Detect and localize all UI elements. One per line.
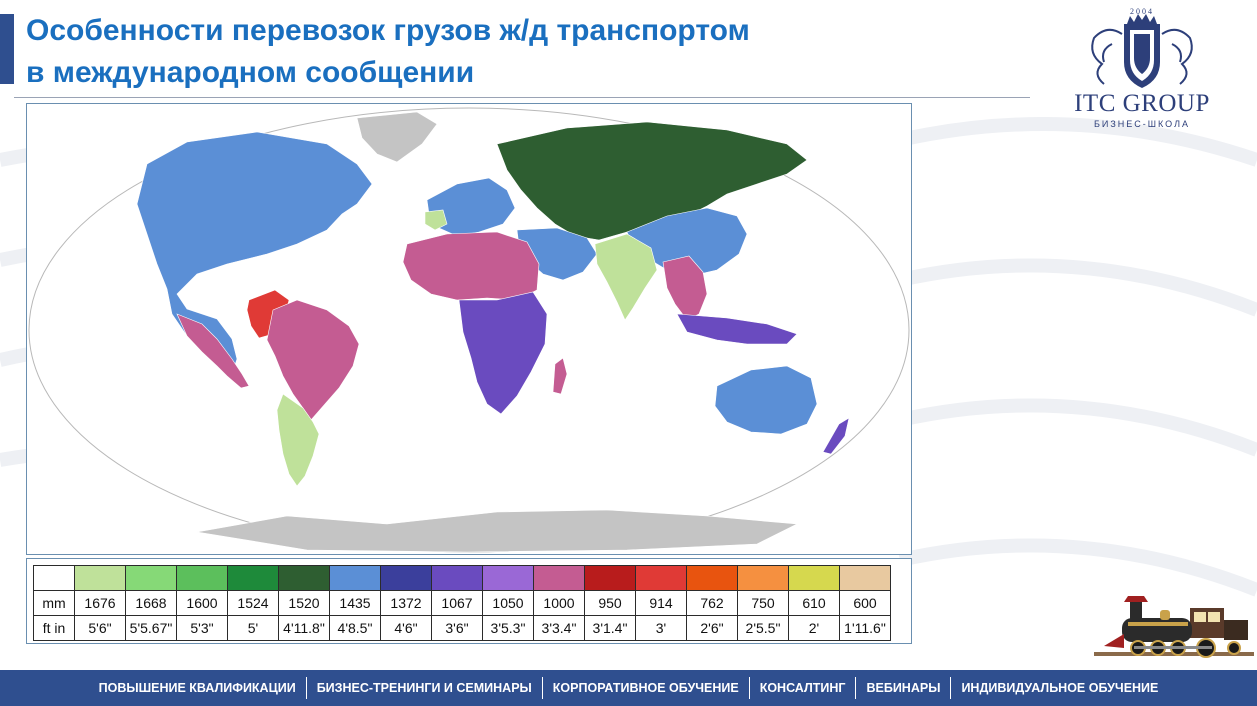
- footer-link[interactable]: БИЗНЕС-ТРЕНИНГИ И СЕМИНАРЫ: [316, 681, 532, 695]
- gauge-mm-value: 750: [737, 590, 789, 616]
- gauge-mm-value: 1067: [431, 590, 483, 616]
- gauge-ft-value: 5'3": [176, 615, 228, 641]
- region-southern-cone: [276, 393, 320, 487]
- gauge-mm-value: 914: [635, 590, 687, 616]
- legend-mm-label: mm: [33, 590, 75, 616]
- region-india: [594, 233, 658, 321]
- gauge-mm-value: 762: [686, 590, 738, 616]
- gauge-ft-value: 2'6": [686, 615, 738, 641]
- gauge-swatch: [482, 565, 534, 591]
- gauge-mm-value: 1668: [125, 590, 177, 616]
- gauge-ft-value: 4'11.8": [278, 615, 330, 641]
- footer-separator: [748, 677, 750, 699]
- gauge-swatch: [227, 565, 279, 591]
- footer-link[interactable]: КОНСАЛТИНГ: [759, 681, 846, 695]
- gauge-mm-value: 1372: [380, 590, 432, 616]
- footer-link[interactable]: КОРПОРАТИВНОЕ ОБУЧЕНИЕ: [552, 681, 739, 695]
- logo-subtitle: БИЗНЕС-ШКОЛА: [1093, 119, 1190, 129]
- gauge-swatch: [788, 565, 840, 591]
- region-southeast-asia: [662, 255, 708, 321]
- region-indonesia: [676, 313, 798, 345]
- gauge-mm-value: 1520: [278, 590, 330, 616]
- gauge-mm-value: 600: [839, 590, 891, 616]
- gauge-ft-value: 5'6": [74, 615, 126, 641]
- title-line-2: в международном сообщении: [26, 56, 475, 89]
- region-new-zealand: [822, 417, 850, 455]
- gauge-mm-value: 950: [584, 590, 636, 616]
- logo-brand: ITC GROUP: [1074, 90, 1210, 117]
- gauge-ft-value: 3'5.3": [482, 615, 534, 641]
- footer-separator: [541, 677, 543, 699]
- gauge-ft-value: 3'3.4": [533, 615, 585, 641]
- gauge-ft-value: 4'6": [380, 615, 432, 641]
- gauge-legend-table: mm 1676 1668 1600 1524 1520 1435 1372 1067 1050 1…: [33, 565, 891, 641]
- region-antarctica: [196, 509, 799, 553]
- gauge-mm-value: 1435: [329, 590, 381, 616]
- region-north-america: [136, 131, 373, 375]
- legend-ft-label: ft in: [33, 615, 75, 641]
- footer-separator: [305, 677, 307, 699]
- gauge-swatch: [125, 565, 177, 591]
- legend-swatch-row: [33, 565, 891, 591]
- gauge-ft-value: 3'1.4": [584, 615, 636, 641]
- gauge-swatch: [584, 565, 636, 591]
- region-iberia: [424, 209, 448, 231]
- gauge-ft-value: 5': [227, 615, 279, 641]
- legend-mm-row: mm 1676 1668 1600 1524 1520 1435 1372 1067 1050 1…: [33, 590, 891, 616]
- gauge-ft-value: 3': [635, 615, 687, 641]
- gauge-swatch: [686, 565, 738, 591]
- logo-year: 2004: [1130, 7, 1154, 16]
- gauge-swatch: [74, 565, 126, 591]
- gauge-swatch: [176, 565, 228, 591]
- gauge-ft-value: 5'5.67": [125, 615, 177, 641]
- gauge-swatch: [329, 565, 381, 591]
- gauge-swatch: [380, 565, 432, 591]
- gauge-swatch: [278, 565, 330, 591]
- title-divider: [14, 97, 1030, 98]
- title-line-1: Особенности перевозок грузов ж/д транспо…: [26, 14, 750, 47]
- locomotive-icon: [1094, 596, 1254, 658]
- gauge-ft-value: 1'11.6": [839, 615, 891, 641]
- gauge-swatch: [839, 565, 891, 591]
- rail-gauge-world-map: [26, 103, 912, 555]
- region-australia: [714, 365, 818, 435]
- gauge-ft-value: 4'8.5": [329, 615, 381, 641]
- page-title: Особенности перевозок грузов ж/д транспо…: [26, 10, 1026, 94]
- region-madagascar: [552, 357, 568, 395]
- region-southern-africa: [458, 291, 548, 415]
- gauge-mm-value: 1050: [482, 590, 534, 616]
- footer-nav: ПОВЫШЕНИЕ КВАЛИФИКАЦИИ БИЗНЕС-ТРЕНИНГИ И …: [0, 670, 1257, 706]
- footer-link[interactable]: ПОВЫШЕНИЕ КВАЛИФИКАЦИИ: [98, 681, 296, 695]
- gauge-swatch: [635, 565, 687, 591]
- region-south-america: [266, 299, 360, 421]
- legend-corner: [33, 565, 75, 591]
- footer-separator: [855, 677, 857, 699]
- footer-link[interactable]: ИНДИВИДУАЛЬНОЕ ОБУЧЕНИЕ: [961, 681, 1159, 695]
- footer-link[interactable]: ВЕБИНАРЫ: [866, 681, 941, 695]
- gauge-ft-value: 2'5.5": [737, 615, 789, 641]
- gauge-mm-value: 610: [788, 590, 840, 616]
- gauge-legend: mm 1676 1668 1600 1524 1520 1435 1372 1067 1050 1…: [26, 558, 912, 644]
- legend-ft-row: ft in 5'6" 5'5.67" 5'3" 5' 4'11.8" 4'8.5" 4'6"…: [33, 615, 891, 641]
- title-accent-bar: [0, 14, 14, 84]
- region-greenland: [356, 111, 438, 163]
- world-map: [28, 107, 910, 553]
- gauge-ft-value: 3'6": [431, 615, 483, 641]
- gauge-swatch: [431, 565, 483, 591]
- company-logo: 2004 ITC GROUP БИЗНЕС-ШКОЛА: [1052, 4, 1232, 132]
- gauge-mm-value: 1000: [533, 590, 585, 616]
- gauge-ft-value: 2': [788, 615, 840, 641]
- gauge-mm-value: 1676: [74, 590, 126, 616]
- gauge-swatch: [533, 565, 585, 591]
- gauge-mm-value: 1524: [227, 590, 279, 616]
- region-central-america: [176, 313, 250, 389]
- crest-icon: 2004: [1091, 7, 1193, 88]
- gauge-swatch: [737, 565, 789, 591]
- gauge-mm-value: 1600: [176, 590, 228, 616]
- footer-separator: [950, 677, 952, 699]
